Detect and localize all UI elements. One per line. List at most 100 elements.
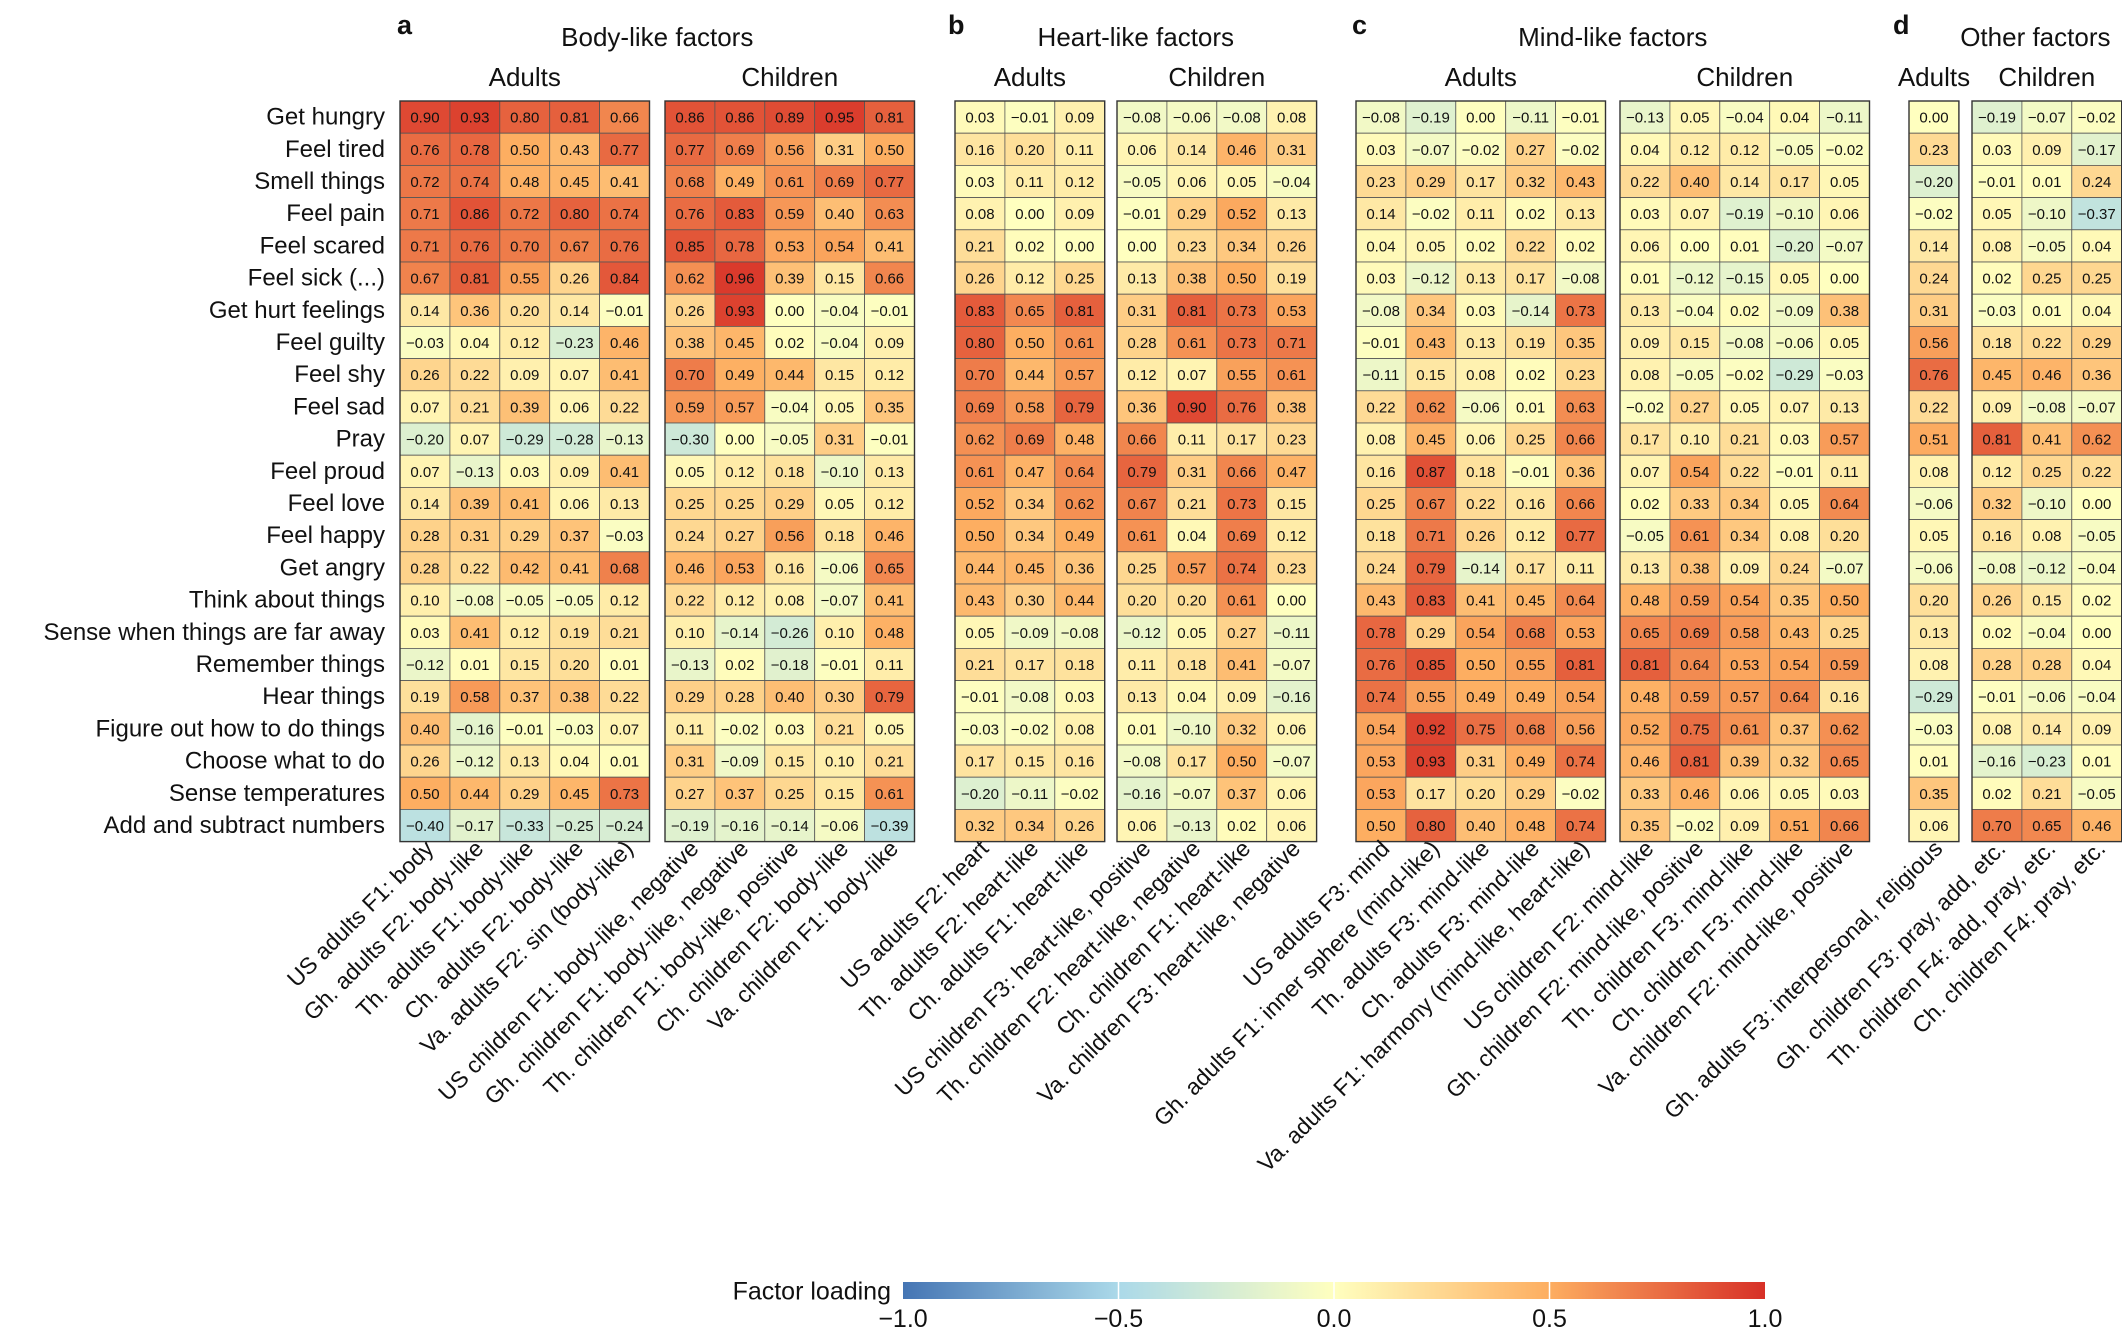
cell-value: 0.13: [1277, 206, 1306, 223]
panel-title: Body-like factors: [561, 22, 753, 52]
cell-value: −0.14: [1512, 303, 1550, 320]
heatmap-cell: [1004, 358, 1056, 392]
cell-value: 0.00: [1015, 206, 1044, 223]
heatmap-cell: [1619, 680, 1671, 714]
heatmap-cell: [1769, 776, 1820, 810]
cell-value: 0.80: [560, 206, 589, 223]
heatmap-cell: [664, 809, 716, 843]
cell-value: −0.11: [1011, 786, 1048, 803]
cell-value: 0.43: [1366, 593, 1395, 610]
cell-value: 0.74: [1566, 818, 1595, 835]
cell-value: 0.74: [1366, 689, 1395, 706]
heatmap-cell: [1405, 615, 1457, 649]
heatmap-cell: [1166, 776, 1218, 810]
cell-value: −0.10: [1776, 206, 1814, 223]
heatmap-cell: [814, 390, 866, 424]
cell-value: 0.02: [1516, 206, 1545, 223]
heatmap-cell: [814, 486, 866, 520]
cell-value: 0.24: [1919, 271, 1948, 288]
heatmap-cell: [1819, 744, 1870, 778]
cell-value: −0.11: [1363, 367, 1400, 384]
heatmap-cell: [1266, 325, 1317, 359]
cell-value: 0.13: [1127, 271, 1156, 288]
cell-value: −0.05: [1676, 367, 1714, 384]
cell-value: 0.20: [1919, 593, 1948, 610]
cell-value: 0.20: [510, 303, 539, 320]
row-label: Feel happy: [266, 522, 385, 549]
cell-value: 0.40: [410, 721, 439, 738]
heatmap-cell: [599, 422, 650, 456]
cell-value: 0.17: [1780, 174, 1809, 191]
cell-value: 0.06: [1630, 238, 1659, 255]
row-label: Feel shy: [294, 361, 385, 388]
cell-value: −0.01: [506, 721, 544, 738]
cell-value: −0.04: [821, 335, 859, 352]
cell-value: −0.01: [821, 657, 859, 674]
heatmap-cell: [1619, 100, 1671, 134]
cell-value: 0.06: [560, 496, 589, 513]
cell-value: 0.18: [1982, 335, 2011, 352]
cell-value: −0.08: [2028, 399, 2066, 416]
cell-value: 0.00: [1127, 238, 1156, 255]
heatmap-cell: [1819, 615, 1870, 649]
cell-value: −0.13: [1173, 818, 1211, 835]
heatmap-cell: [1166, 422, 1218, 456]
cell-value: 0.07: [410, 464, 439, 481]
heatmap-cell: [2021, 809, 2073, 843]
cell-value: 0.65: [2032, 818, 2061, 835]
heatmap-cell: [1405, 648, 1457, 682]
heatmap-cell: [549, 164, 601, 198]
cell-value: 0.38: [1680, 560, 1709, 577]
row-label: Feel sick (...): [248, 265, 385, 292]
heatmap-cell: [1216, 261, 1268, 295]
cell-value: 0.46: [1630, 754, 1659, 771]
cell-value: 0.59: [675, 399, 704, 416]
heatmap-cell: [1619, 615, 1671, 649]
heatmap-cell: [399, 486, 451, 520]
heatmap-cell: [1669, 197, 1721, 231]
cell-value: 0.81: [560, 110, 589, 127]
heatmap-cell: [864, 680, 915, 714]
cell-value: 0.21: [610, 625, 639, 642]
cell-value: 0.54: [1780, 657, 1809, 674]
cell-value: −0.29: [1776, 367, 1814, 384]
cell-value: 0.21: [1730, 432, 1759, 449]
heatmap-cell: [399, 519, 451, 553]
cell-value: 0.62: [1830, 721, 1859, 738]
cell-value: 0.86: [675, 110, 704, 127]
heatmap-cell: [499, 358, 551, 392]
row-label: Feel proud: [270, 458, 385, 485]
heatmap-cell: [1405, 776, 1457, 810]
column-label: Th. children F3: mind-like: [1557, 835, 1758, 1036]
cell-value: 0.16: [1830, 689, 1859, 706]
cell-value: 0.11: [1567, 560, 1595, 577]
cell-value: 0.26: [560, 271, 589, 288]
cell-value: 0.74: [460, 174, 489, 191]
cell-value: 0.32: [965, 818, 994, 835]
cell-value: −0.02: [1626, 399, 1664, 416]
cell-value: 0.78: [1366, 625, 1395, 642]
heatmap-cell: [449, 358, 501, 392]
cell-value: 0.07: [610, 721, 639, 738]
cell-value: 0.06: [1277, 786, 1306, 803]
heatmap-cell: [449, 325, 501, 359]
heatmap-cell: [2071, 809, 2122, 843]
group-label: Adults: [489, 62, 561, 92]
heatmap-cell: [1719, 261, 1771, 295]
heatmap-cell: [1555, 454, 1606, 488]
cell-value: 0.39: [460, 496, 489, 513]
cell-value: 0.25: [675, 496, 704, 513]
cell-value: 0.69: [965, 399, 994, 416]
cell-value: −0.02: [1915, 206, 1953, 223]
cell-value: 0.12: [725, 593, 754, 610]
cell-value: 0.81: [1566, 657, 1595, 674]
cell-value: 0.01: [2032, 303, 2061, 320]
group-label: Adults: [1898, 62, 1970, 92]
heatmap-cell: [1908, 100, 1960, 134]
cell-value: 0.00: [1680, 238, 1709, 255]
heatmap-cell: [1355, 422, 1407, 456]
heatmap-cell: [1216, 583, 1268, 617]
cell-value: 0.38: [1277, 399, 1306, 416]
cell-value: 0.12: [1015, 271, 1044, 288]
cell-value: 0.15: [1015, 754, 1044, 771]
